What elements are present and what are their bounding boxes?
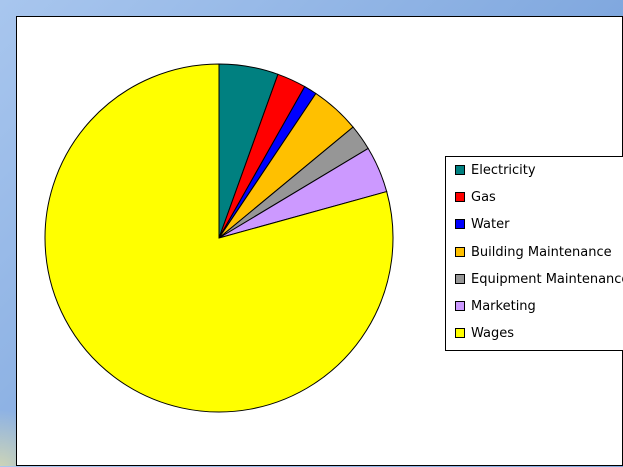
legend-label-equipment-maintenance: Equipment Maintenance: [471, 271, 623, 287]
pie-chart: [44, 63, 394, 413]
legend-label-gas: Gas: [471, 189, 496, 205]
legend-label-marketing: Marketing: [471, 298, 536, 314]
legend-swatch-electricity: [455, 165, 465, 175]
legend-swatch-equipment-maintenance: [455, 274, 465, 284]
legend-item-marketing: Marketing: [455, 298, 536, 314]
legend-swatch-marketing: [455, 301, 465, 311]
legend-label-wages: Wages: [471, 325, 515, 341]
legend: Electricity Gas Water Building Maintenan…: [445, 156, 623, 351]
legend-label-water: Water: [471, 216, 510, 232]
legend-label-electricity: Electricity: [471, 162, 536, 178]
legend-swatch-building-maintenance: [455, 247, 465, 257]
legend-swatch-gas: [455, 192, 465, 202]
chart-area: Electricity Gas Water Building Maintenan…: [16, 16, 623, 466]
legend-item-electricity: Electricity: [455, 162, 536, 178]
legend-item-gas: Gas: [455, 189, 496, 205]
pie-slice-wages: [44, 63, 394, 413]
legend-item-equipment-maintenance: Equipment Maintenance: [455, 271, 623, 287]
legend-swatch-water: [455, 219, 465, 229]
legend-swatch-wages: [455, 328, 465, 338]
legend-item-water: Water: [455, 216, 509, 232]
legend-item-wages: Wages: [455, 325, 514, 341]
legend-item-building-maintenance: Building Maintenance: [455, 244, 612, 260]
legend-label-building-maintenance: Building Maintenance: [471, 244, 612, 260]
